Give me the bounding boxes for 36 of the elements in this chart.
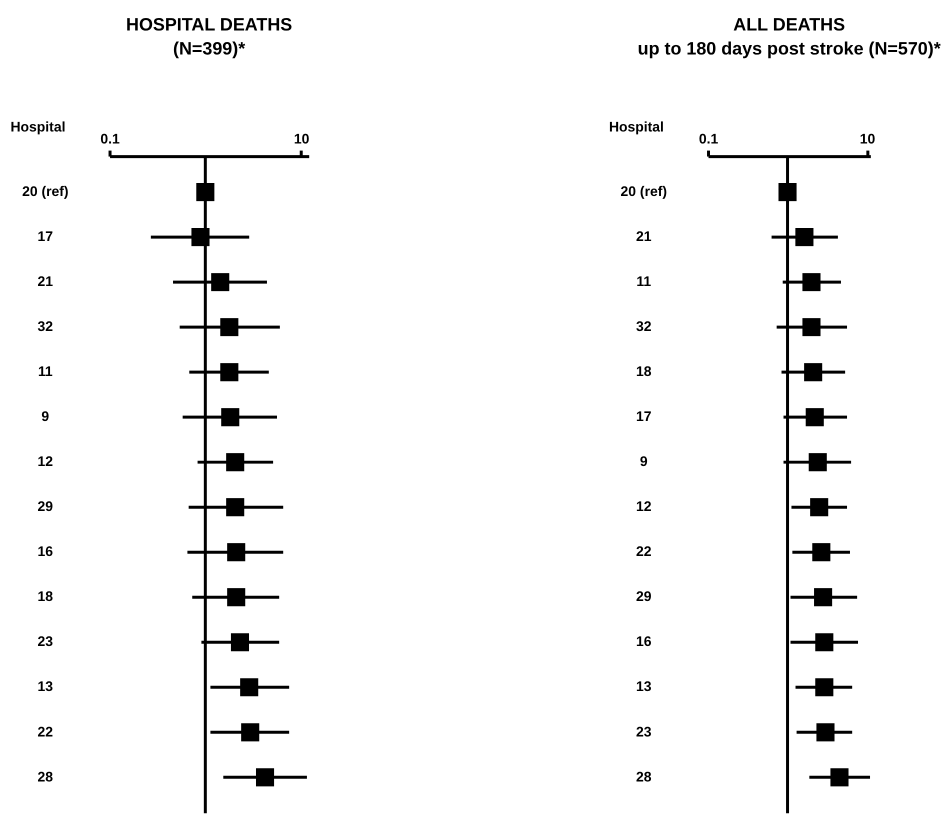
x-tick-label: 10 [860,130,876,147]
x-tick-label: 0.1 [100,130,120,147]
y-tick-label: 32 [636,318,652,334]
y-tick-label: 12 [38,453,54,470]
y-tick-label: 28 [636,768,652,784]
y-tick-label: 20 (ref) [620,183,668,200]
y-tick-label: 20 (ref) [22,183,69,200]
y-tick-label: 12 [636,498,652,514]
y-tick-label: 28 [38,768,54,784]
y-tick-label: 13 [38,678,54,694]
y-tick-label: 21 [636,228,652,244]
y-tick-label: 16 [636,633,652,650]
y-tick-label: 18 [38,588,54,604]
chart-title: ALL DEATHS up to 180 days post stroke (N=570)* [638,14,941,58]
y-axis-title: Hospital [608,118,664,135]
y-tick-label: 21 [38,273,54,290]
y-tick-label: 23 [636,723,652,740]
y-tick-label: 9 [640,453,648,470]
y-tick-label: 29 [38,498,54,514]
y-tick-label: 11 [636,273,652,290]
y-tick-label: 9 [41,408,50,424]
y-axis-title: Hospital [10,118,66,135]
y-tick-label: 18 [636,363,652,380]
y-tick-label: 23 [38,633,54,650]
x-tick-label: 0.1 [698,130,718,147]
y-tick-label: 11 [38,363,53,380]
y-tick-label: 17 [636,408,652,424]
y-tick-label: 13 [636,678,652,694]
y-tick-label: 22 [636,543,652,560]
y-tick-label: 22 [38,723,54,740]
y-tick-label: 32 [38,318,54,334]
x-tick-label: 10 [294,130,310,147]
y-tick-label: 17 [38,228,54,244]
y-tick-label: 29 [636,588,652,604]
chart-title: HOSPITAL DEATHS (N=399)* [126,14,292,58]
y-tick-label: 16 [38,543,54,560]
